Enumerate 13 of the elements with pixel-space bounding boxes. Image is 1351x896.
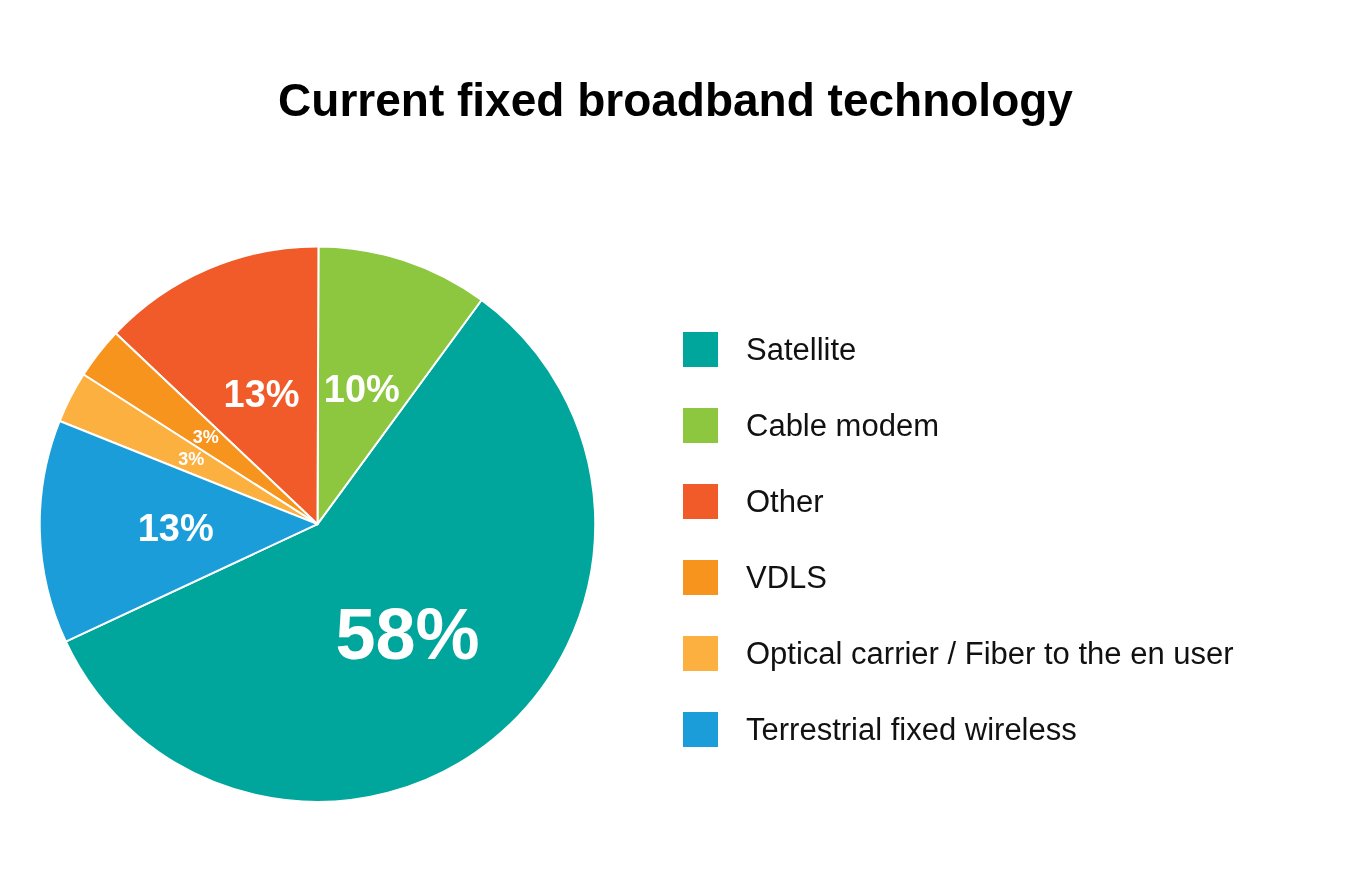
legend-label: Optical carrier / Fiber to the en user [746, 636, 1234, 671]
data-label: 3% [192, 426, 219, 447]
legend-label: Other [746, 484, 824, 519]
chart-title: Current fixed broadband technology [278, 74, 1074, 126]
legend-label: Cable modem [746, 408, 939, 443]
legend-label: VDLS [746, 560, 827, 595]
data-label: 58% [335, 593, 480, 674]
legend-label: Satellite [746, 332, 857, 367]
data-label: 13% [223, 372, 300, 415]
legend-label: Terrestrial fixed wireless [746, 712, 1077, 747]
data-label: 13% [137, 507, 214, 550]
data-label: 3% [178, 449, 205, 470]
data-label: 10% [323, 368, 400, 411]
